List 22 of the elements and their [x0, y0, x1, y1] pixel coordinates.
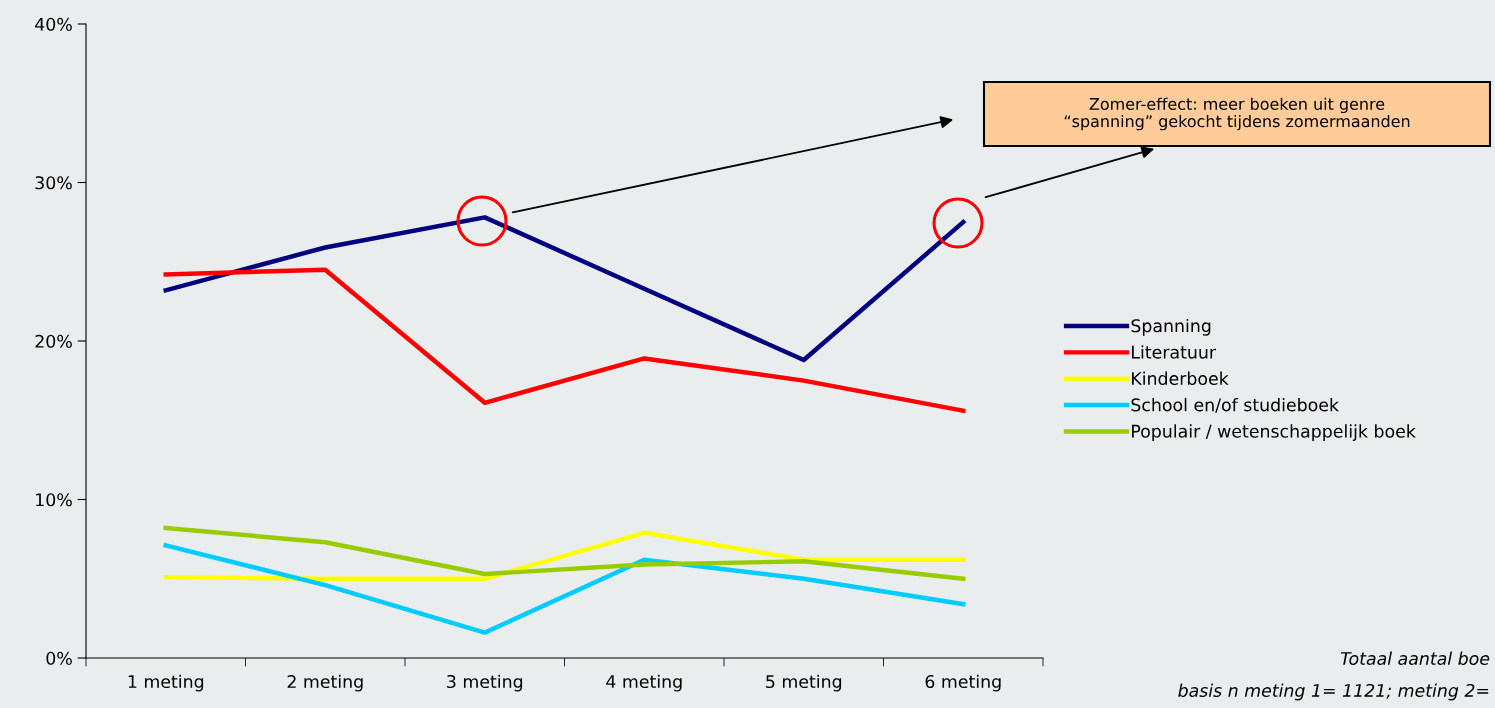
y-tick-label: 0%: [46, 651, 72, 665]
legend-label: Spanning: [1131, 318, 1211, 336]
line-series: [163, 267, 966, 413]
text: Totaal aantal boe: [1340, 651, 1490, 666]
text: basis n meting 1= 1121; meting 2=: [1178, 683, 1489, 701]
legend-label: School en/of studieboek: [1131, 397, 1339, 413]
y-tick-label: 30%: [35, 176, 72, 190]
legend-label: Kinderboek: [1132, 371, 1229, 386]
text: Zomer-effect: meer boeken uit genre “spanning” gekocht tijdens zomermaanden: [1064, 97, 1410, 131]
legend-label: Populair / wetenschappelijk boek: [1132, 424, 1416, 442]
x-tick-label: 4 meting: [606, 674, 682, 692]
line-series: [163, 543, 966, 635]
x-tick-label: 1 meting: [128, 674, 204, 692]
legend-label: Literatuur: [1132, 345, 1217, 359]
x-tick-label: 3 meting: [447, 674, 523, 692]
x-tick-label: 2 meting: [287, 674, 363, 692]
y-tick-label: 20%: [35, 334, 72, 348]
line-series: [163, 215, 966, 363]
x-tick-label: 6 meting: [925, 674, 1001, 692]
y-tick-label: 10%: [36, 493, 72, 507]
y-tick-label: 40%: [35, 17, 72, 31]
x-tick-label: 5 meting: [766, 674, 842, 692]
